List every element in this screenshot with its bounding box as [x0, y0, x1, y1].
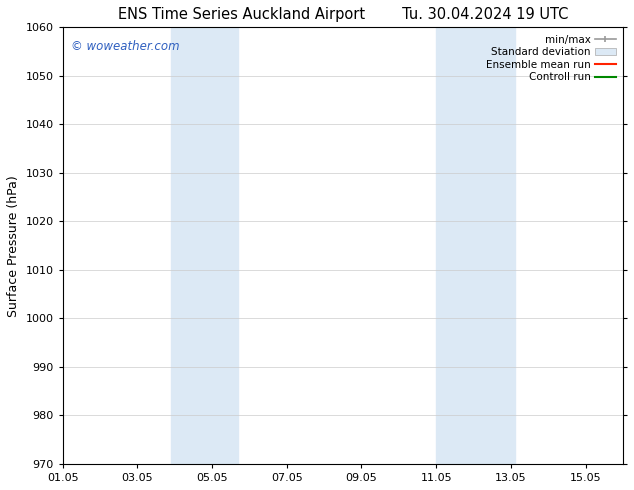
Bar [171, 27, 238, 464]
Legend: min/max, Standard deviation, Ensemble mean run, Controll run: min/max, Standard deviation, Ensemble me… [484, 32, 618, 84]
Bar [436, 27, 515, 464]
Title: ENS Time Series Auckland Airport        Tu. 30.04.2024 19 UTC: ENS Time Series Auckland Airport Tu. 30.… [117, 7, 568, 22]
Text: © woweather.com: © woweather.com [71, 40, 179, 53]
Y-axis label: Surface Pressure (hPa): Surface Pressure (hPa) [7, 175, 20, 317]
